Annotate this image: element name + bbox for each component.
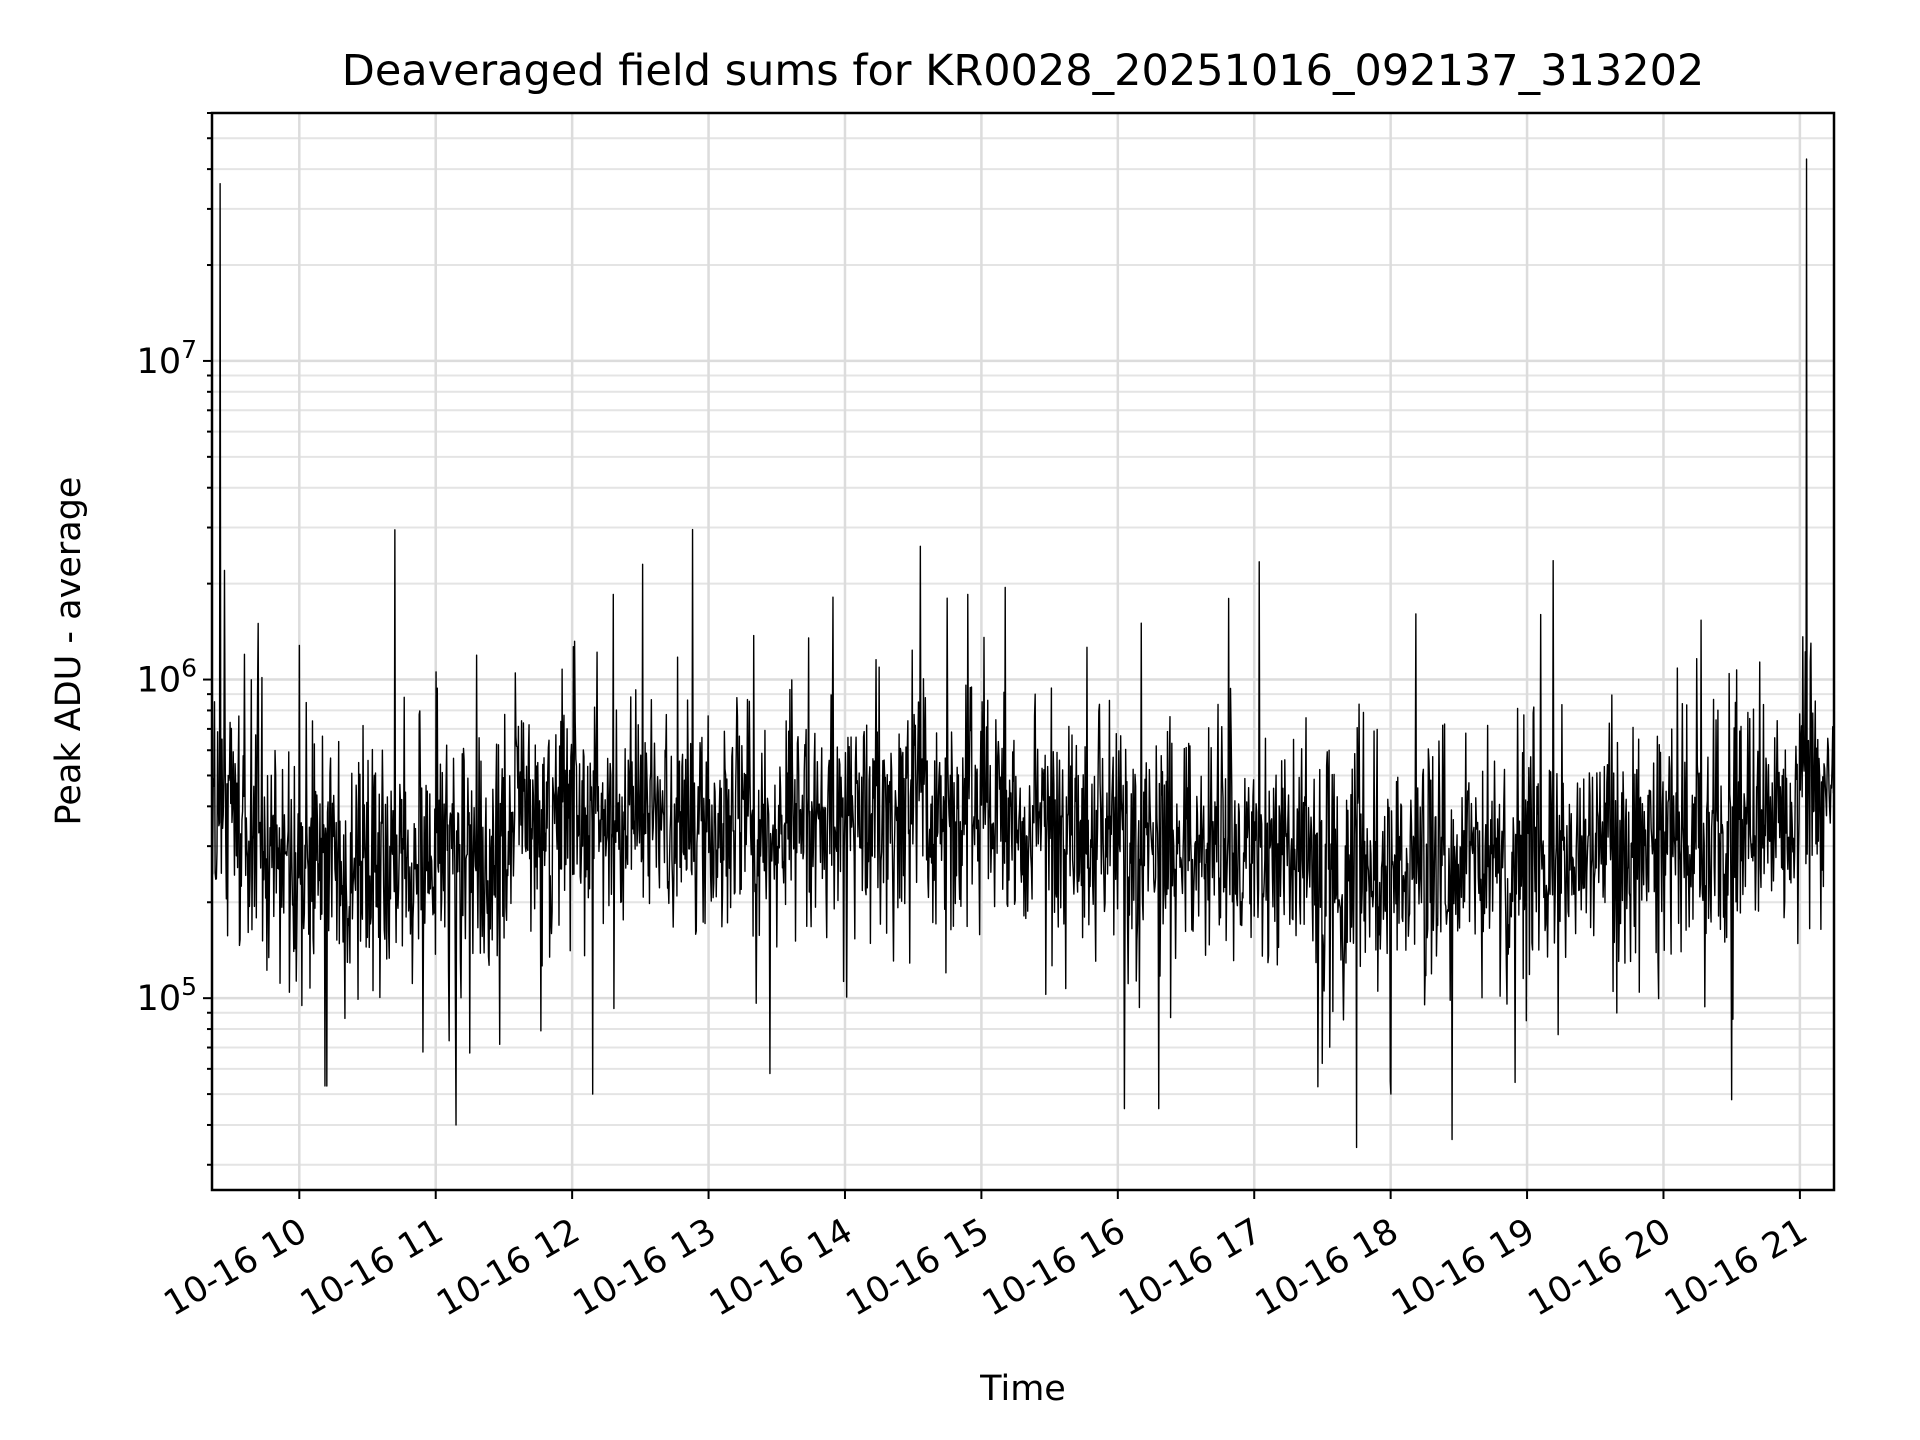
major-gridlines: [212, 113, 1834, 1190]
y-axis: 105 106 107: [137, 112, 212, 1166]
plot-series: [211, 158, 1835, 1149]
chart-title: Deaveraged field sums for KR0028_2025101…: [342, 46, 1705, 96]
x-axis-label: Time: [979, 1369, 1066, 1409]
y-axis-label: Peak ADU - average: [49, 477, 89, 826]
data-series-line: [211, 158, 1835, 1149]
y-tick-label: 106: [137, 654, 197, 701]
plot-frame: [210, 111, 1836, 1192]
y-tick-label: 105: [137, 972, 197, 1019]
y-tick-label: 107: [137, 335, 197, 382]
